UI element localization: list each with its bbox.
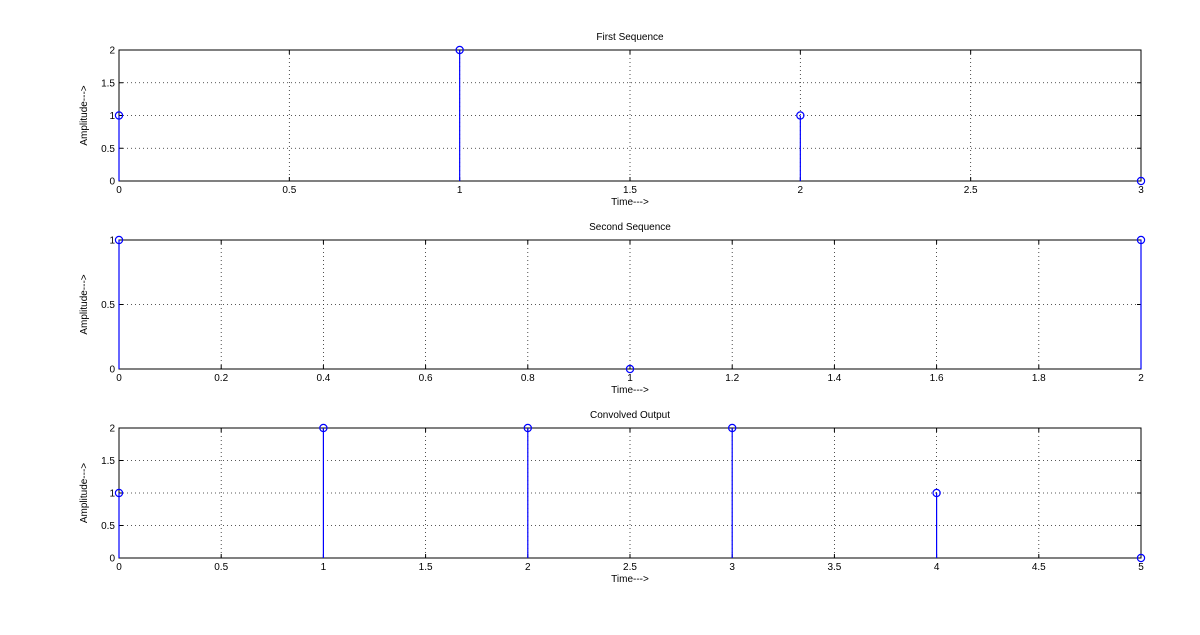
y-tick-label: 1 xyxy=(109,489,115,500)
x-tick-label: 2 xyxy=(798,185,804,196)
y-axis-label: Amplitude---> xyxy=(79,274,90,334)
x-axis-label: Time---> xyxy=(611,574,649,585)
stem-marker xyxy=(1136,235,1146,245)
x-tick-label: 4.5 xyxy=(1032,562,1046,573)
y-tick-label: 1 xyxy=(109,111,115,122)
x-tick-label: 1.4 xyxy=(827,373,841,384)
x-tick-label: 2.5 xyxy=(964,185,978,196)
x-tick-label: 3.5 xyxy=(827,562,841,573)
x-tick-label: 1 xyxy=(321,562,327,573)
x-tick-label: 0.6 xyxy=(419,373,433,384)
stem-marker xyxy=(932,488,941,498)
chart-title: Convolved Output xyxy=(590,410,670,421)
y-tick-label: 0.5 xyxy=(101,300,115,311)
x-tick-label: 5 xyxy=(1138,562,1144,573)
stem-marker xyxy=(114,488,124,498)
y-axis-label: Amplitude---> xyxy=(79,463,90,523)
stem-marker xyxy=(1136,553,1146,563)
x-tick-label: 1.6 xyxy=(930,373,944,384)
y-tick-label: 1.5 xyxy=(101,78,115,89)
x-axis-label: Time---> xyxy=(611,197,649,208)
y-tick-label: 1 xyxy=(109,236,115,247)
y-tick-label: 0 xyxy=(109,365,115,376)
x-tick-label: 3 xyxy=(1138,185,1144,196)
stem-marker xyxy=(319,423,328,433)
x-tick-label: 1.2 xyxy=(725,373,739,384)
subplot-3: 0 0.5 1 1.5 2 2.5 3 3.5 4 4.5 5 0 0.5 1 1.5 2 Convolved … xyxy=(79,410,1146,585)
axes-frame xyxy=(118,49,1142,182)
stem-marker xyxy=(728,423,737,433)
stem-marker xyxy=(796,111,805,120)
y-tick-label: 0.5 xyxy=(101,144,115,155)
x-tick-label: 0.8 xyxy=(521,373,535,384)
x-tick-label: 1.5 xyxy=(623,185,637,196)
y-tick-label: 0 xyxy=(109,177,115,188)
x-tick-label: 1.8 xyxy=(1032,373,1046,384)
stem-marker xyxy=(1136,176,1146,186)
x-tick-label: 4 xyxy=(934,562,940,573)
x-tick-label: 3 xyxy=(729,562,735,573)
y-axis-label: Amplitude---> xyxy=(79,85,90,145)
y-tick-label: 0.5 xyxy=(101,521,115,532)
y-tick-label: 2 xyxy=(109,424,115,435)
stem-marker xyxy=(114,111,124,120)
x-tick-label: 2 xyxy=(525,562,531,573)
x-axis-label: Time---> xyxy=(611,385,649,396)
x-tick-label: 1.5 xyxy=(419,562,433,573)
x-tick-label: 0 xyxy=(116,185,122,196)
subplot-2: 0 0.2 0.4 0.6 0.8 1 1.2 1.4 1.6 1.8 2 0 0.5 1 Second S… xyxy=(79,222,1146,396)
subplot-1: 0 0.5 1 1.5 2 2.5 3 0 0.5 1 1.5 2 First Sequence Time… xyxy=(79,32,1146,208)
y-tick-label: 0 xyxy=(109,554,115,565)
chart-title: Second Sequence xyxy=(589,222,671,233)
x-tick-label: 0.5 xyxy=(214,562,228,573)
x-tick-label: 0.5 xyxy=(282,185,296,196)
stem-marker xyxy=(114,235,124,245)
x-tick-label: 0.4 xyxy=(316,373,330,384)
y-tick-label: 2 xyxy=(109,46,115,57)
stem-marker xyxy=(625,364,635,374)
x-tick-label: 0 xyxy=(116,562,122,573)
x-tick-label: 1 xyxy=(627,373,633,384)
stem-marker xyxy=(455,45,464,55)
x-tick-label: 2.5 xyxy=(623,562,637,573)
chart-title: First Sequence xyxy=(596,32,664,43)
y-tick-label: 1.5 xyxy=(101,456,115,467)
x-tick-label: 1 xyxy=(457,185,463,196)
x-tick-label: 0 xyxy=(116,373,122,384)
stem-marker xyxy=(523,423,533,433)
x-tick-label: 2 xyxy=(1138,373,1144,384)
x-tick-label: 0.2 xyxy=(214,373,228,384)
